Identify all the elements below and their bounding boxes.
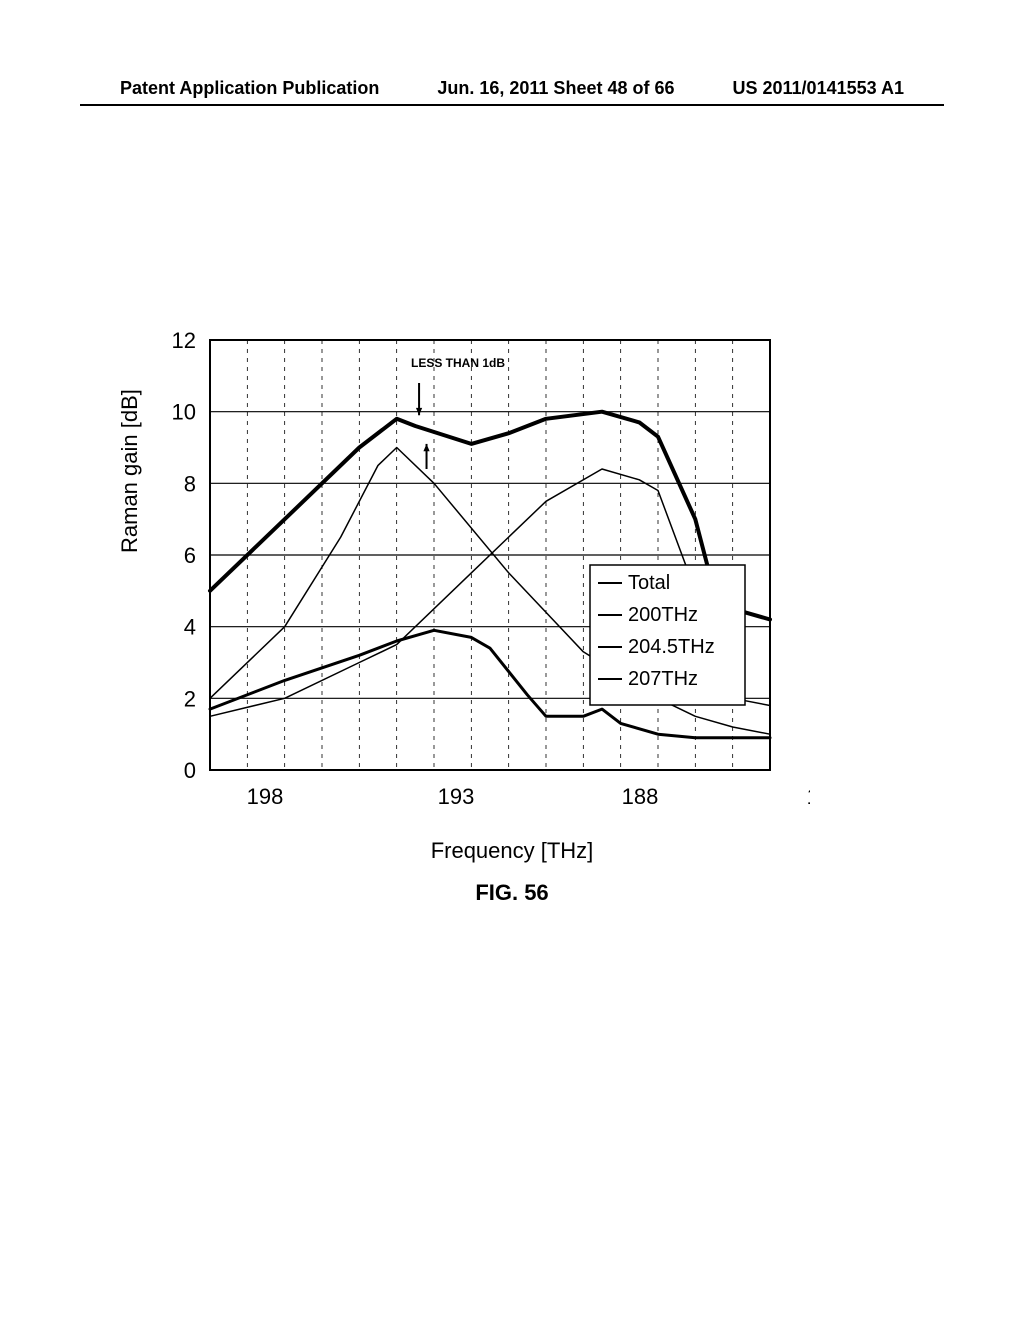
svg-text:8: 8 <box>184 471 196 496</box>
raman-gain-chart: 024681012198193188183LESS THAN 1dBTotal2… <box>170 320 810 800</box>
chart-svg: 0 2 4 6 8 10 12 198 193 188 183 LESS THAN 1dB Total 2… <box>170 320 810 840</box>
svg-text:204.5THz: 204.5THz <box>628 636 715 658</box>
svg-text:6: 6 <box>184 543 196 568</box>
header-center: Jun. 16, 2011 Sheet 48 of 66 <box>437 78 674 99</box>
svg-text:188: 188 <box>622 784 659 809</box>
svg-text:183: 183 <box>807 784 810 809</box>
header-rule <box>80 104 944 106</box>
svg-text:200THz: 200THz <box>628 604 698 626</box>
svg-text:10: 10 <box>172 400 196 425</box>
header-right: US 2011/0141553 A1 <box>733 78 904 99</box>
svg-text:LESS THAN 1dB: LESS THAN 1dB <box>411 356 505 370</box>
header-left: Patent Application Publication <box>120 78 379 99</box>
page-header: Patent Application Publication Jun. 16, … <box>0 78 1024 99</box>
figure-label: FIG. 56 <box>0 880 1024 906</box>
svg-text:193: 193 <box>438 784 475 809</box>
x-axis-label: Frequency [THz] <box>0 838 1024 864</box>
y-axis-label: Raman gain [dB] <box>117 389 143 553</box>
svg-text:12: 12 <box>172 328 196 353</box>
svg-text:4: 4 <box>184 615 196 640</box>
svg-text:Total: Total <box>628 572 670 594</box>
svg-text:0: 0 <box>184 758 196 783</box>
svg-text:207THz: 207THz <box>628 668 698 690</box>
svg-text:2: 2 <box>184 686 196 711</box>
svg-text:198: 198 <box>247 784 284 809</box>
